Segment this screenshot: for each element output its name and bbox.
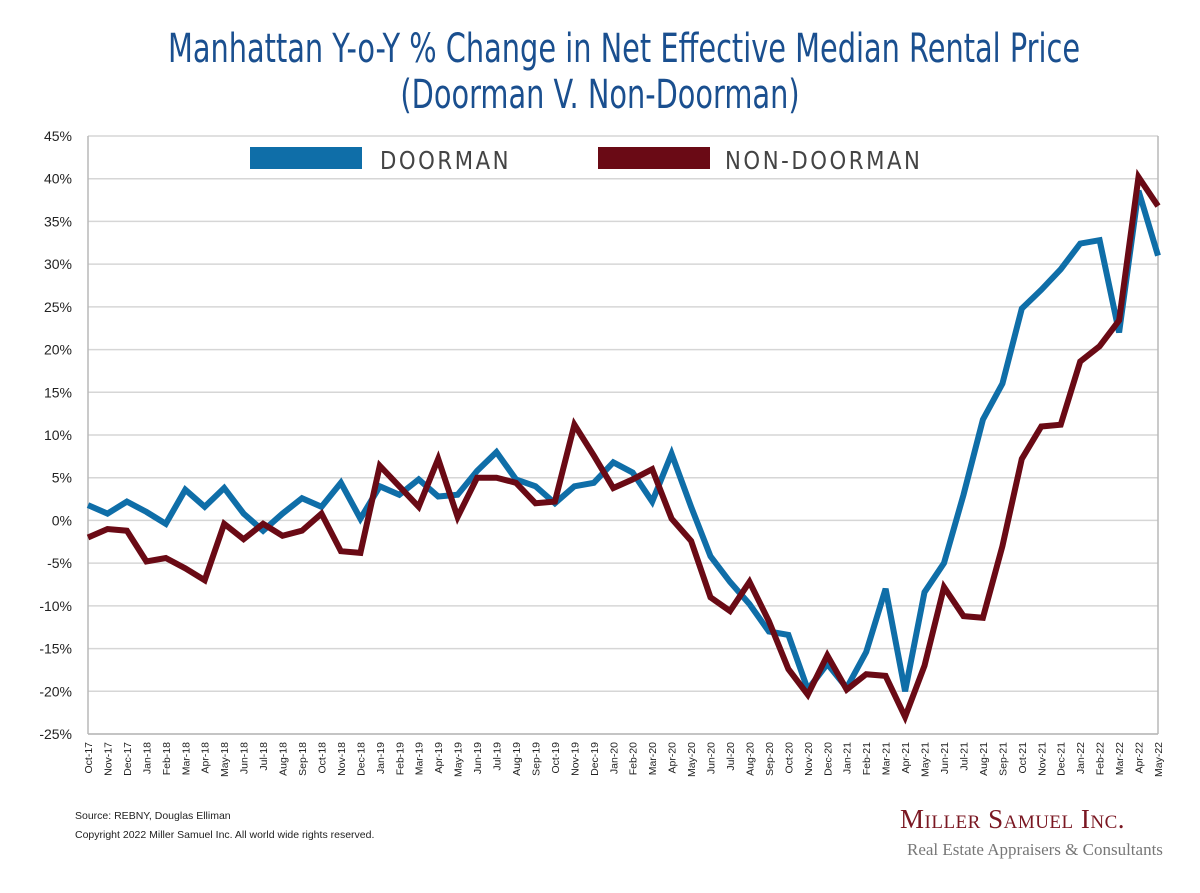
x-tick-label: Jun-20: [706, 742, 718, 774]
x-tick-label: Jan-20: [608, 742, 620, 774]
x-tick-label: Aug-21: [978, 742, 990, 776]
x-tick-label: Nov-20: [803, 742, 815, 776]
x-tick-label: Nov-18: [336, 742, 348, 776]
x-tick-label: Jun-19: [472, 742, 484, 774]
copyright-note: Copyright 2022 Miller Samuel Inc. All wo…: [75, 829, 375, 841]
x-axis-tick-labels: Oct-17 Nov-17 Dec-17 Jan-18 Feb-18 Mar-18 Apr-…: [83, 742, 1165, 777]
x-tick-label: Jan-19: [375, 742, 387, 774]
x-tick-label: May-18: [219, 742, 231, 777]
x-tick-label: Sep-18: [297, 742, 309, 776]
y-tick-label: 20%: [44, 342, 72, 358]
y-tick-label: -20%: [39, 683, 72, 699]
x-tick-label: Apr-20: [667, 742, 679, 774]
series-lines: [86, 168, 1161, 725]
x-tick-label: Jul-21: [958, 742, 970, 771]
x-tick-label: May-21: [920, 742, 932, 777]
legend: DOORMAN NON-DOORMAN: [250, 146, 922, 175]
x-tick-label: Apr-18: [200, 742, 212, 774]
y-tick-label: 35%: [44, 213, 72, 229]
series-line-doorman: [86, 189, 1161, 696]
y-tick-label: 5%: [52, 470, 72, 486]
x-tick-label: Oct-20: [783, 742, 795, 774]
x-tick-label: Mar-19: [414, 742, 426, 775]
y-tick-label: 15%: [44, 384, 72, 400]
series-line-non-doorman: [86, 168, 1161, 725]
x-tick-label: May-20: [686, 742, 698, 777]
x-tick-label: Apr-21: [900, 742, 912, 774]
legend-swatch-doorman: [250, 147, 362, 169]
x-tick-label: Apr-22: [1134, 742, 1146, 774]
x-tick-label: Jul-20: [725, 742, 737, 771]
y-tick-label: -10%: [39, 598, 72, 614]
gridlines: [87, 135, 1159, 735]
brand-logo: Miller Samuel Inc.: [900, 804, 1126, 834]
y-tick-label: 30%: [44, 256, 72, 272]
x-tick-label: May-22: [1153, 742, 1165, 777]
x-tick-label: Mar-20: [647, 742, 659, 775]
x-tick-label: Oct-18: [316, 742, 328, 774]
chart-title: Manhattan Y-o-Y % Change in Net Effectiv…: [167, 26, 1081, 118]
x-tick-label: Dec-17: [122, 742, 134, 776]
x-tick-label: Mar-22: [1114, 742, 1126, 775]
x-tick-label: Feb-22: [1095, 742, 1107, 775]
x-tick-label: Jan-21: [842, 742, 854, 774]
x-tick-label: Oct-19: [550, 742, 562, 774]
x-tick-label: Aug-18: [278, 742, 290, 776]
brand-tagline: Real Estate Appraisers & Consultants: [907, 840, 1163, 859]
x-tick-label: Jan-18: [141, 742, 153, 774]
x-tick-label: Apr-19: [433, 742, 445, 774]
x-tick-label: Mar-21: [881, 742, 893, 775]
x-tick-label: Mar-18: [180, 742, 192, 775]
x-tick-label: Nov-21: [1036, 742, 1048, 776]
x-tick-label: Nov-19: [569, 742, 581, 776]
chart-title-line1: Manhattan Y-o-Y % Change in Net Effectiv…: [167, 26, 1081, 72]
x-tick-label: Sep-21: [997, 742, 1009, 776]
y-tick-label: 10%: [44, 427, 72, 443]
y-tick-label: 40%: [44, 171, 72, 187]
x-tick-label: Oct-21: [1017, 742, 1029, 774]
x-tick-label: Oct-17: [83, 742, 95, 774]
y-tick-label: -25%: [39, 726, 72, 742]
legend-label-doorman: DOORMAN: [380, 146, 511, 175]
x-tick-label: Jul-19: [492, 742, 504, 771]
x-tick-label: Sep-19: [530, 742, 542, 776]
legend-label-non-doorman: NON-DOORMAN: [725, 146, 922, 175]
y-tick-label: -15%: [39, 641, 72, 657]
y-tick-label: 25%: [44, 299, 72, 315]
x-tick-label: Nov-17: [102, 742, 114, 776]
x-tick-label: Dec-21: [1056, 742, 1068, 776]
x-tick-label: Feb-19: [394, 742, 406, 775]
legend-swatch-non-doorman: [598, 147, 710, 169]
x-tick-label: Feb-21: [861, 742, 873, 775]
x-tick-label: Aug-20: [744, 742, 756, 776]
y-tick-label: -5%: [47, 555, 72, 571]
x-tick-label: May-19: [453, 742, 465, 777]
x-tick-label: Jan-22: [1075, 742, 1087, 774]
x-tick-label: Feb-18: [161, 742, 173, 775]
y-tick-label: 0%: [52, 512, 72, 528]
x-tick-label: Feb-20: [628, 742, 640, 775]
x-tick-label: Jun-21: [939, 742, 951, 774]
x-tick-label: Dec-19: [589, 742, 601, 776]
x-tick-label: Dec-18: [355, 742, 367, 776]
y-tick-label: 45%: [44, 128, 72, 144]
y-axis-tick-labels: 45% 40% 35% 30% 25% 20% 15% 10% 5% 0% -5% -10% -15% -…: [39, 128, 72, 742]
source-note: Source: REBNY, Douglas Elliman: [75, 810, 231, 822]
chart-title-line2: (Doorman V. Non-Doorman): [400, 72, 800, 118]
x-tick-label: Aug-19: [511, 742, 523, 776]
x-tick-label: Jul-18: [258, 742, 270, 771]
x-tick-label: Jun-18: [239, 742, 251, 774]
x-tick-label: Sep-20: [764, 742, 776, 776]
x-tick-label: Dec-20: [822, 742, 834, 776]
